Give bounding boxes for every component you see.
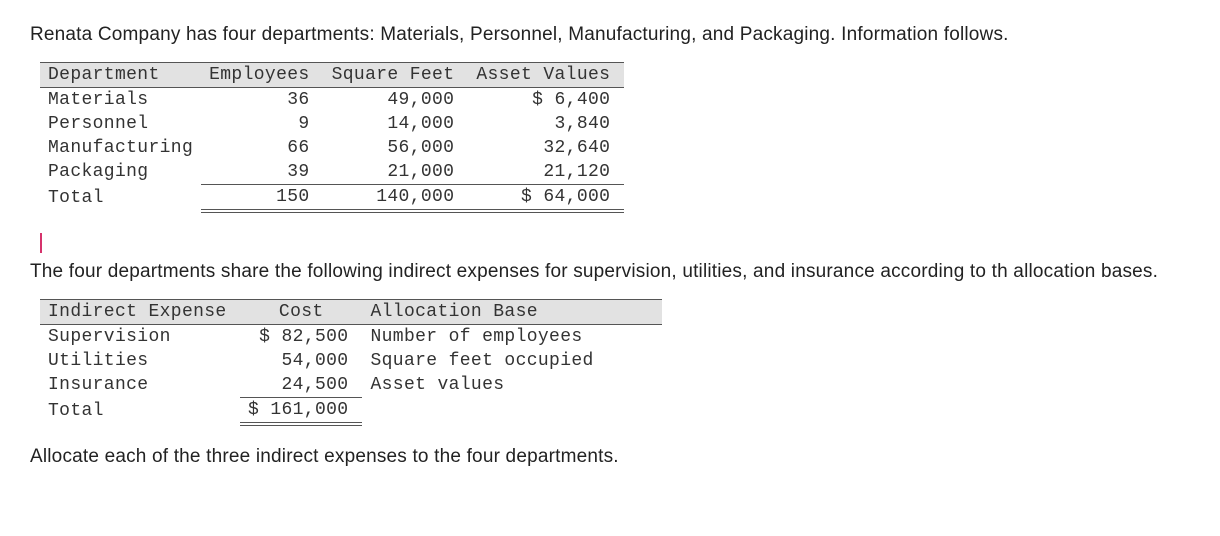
dept-cell: 56,000 xyxy=(324,136,469,160)
dept-cell: $ 6,400 xyxy=(468,88,624,113)
hdr-cost: Cost xyxy=(240,300,362,325)
exp-row: Utilities 54,000 Square feet occupied xyxy=(40,349,662,373)
expenses-table: Indirect Expense Cost Allocation Base Su… xyxy=(40,299,662,426)
total-label: Total xyxy=(40,398,240,425)
exp-cell: Supervision xyxy=(40,325,240,350)
dept-cell: 66 xyxy=(201,136,323,160)
dept-cell: 21,000 xyxy=(324,160,469,185)
exp-cell: Square feet occupied xyxy=(362,349,662,373)
dept-row: Materials 36 49,000 $ 6,400 xyxy=(40,88,624,113)
dept-cell: 36 xyxy=(201,88,323,113)
dept-row: Packaging 39 21,000 21,120 xyxy=(40,160,624,185)
hdr-expense: Indirect Expense xyxy=(40,300,240,325)
exp-cell: Utilities xyxy=(40,349,240,373)
exp-cell: Asset values xyxy=(362,373,662,398)
departments-table: Department Employees Square Feet Asset V… xyxy=(40,62,624,213)
dept-row: Personnel 9 14,000 3,840 xyxy=(40,112,624,136)
dept-cell: 14,000 xyxy=(324,112,469,136)
dept-cell: Personnel xyxy=(40,112,201,136)
total-employees: 150 xyxy=(201,185,323,212)
total-label: Total xyxy=(40,185,201,212)
dept-cell: 39 xyxy=(201,160,323,185)
total-asset-values: $ 64,000 xyxy=(468,185,624,212)
hdr-base: Allocation Base xyxy=(362,300,662,325)
total-square-feet: 140,000 xyxy=(324,185,469,212)
dept-cell: 32,640 xyxy=(468,136,624,160)
dept-cell: Materials xyxy=(40,88,201,113)
hdr-department: Department xyxy=(40,63,201,88)
dept-total-row: Total 150 140,000 $ 64,000 xyxy=(40,185,624,212)
exp-row: Supervision $ 82,500 Number of employees xyxy=(40,325,662,350)
total-cost: $ 161,000 xyxy=(240,398,362,425)
text-cursor xyxy=(40,233,42,253)
dept-cell: Manufacturing xyxy=(40,136,201,160)
dept-cell: 49,000 xyxy=(324,88,469,113)
exp-cell: Insurance xyxy=(40,373,240,398)
exp-cell: 24,500 xyxy=(240,373,362,398)
total-base xyxy=(362,398,662,425)
dept-row: Manufacturing 66 56,000 32,640 xyxy=(40,136,624,160)
dept-cell: 3,840 xyxy=(468,112,624,136)
hdr-square-feet: Square Feet xyxy=(324,63,469,88)
exp-cell: $ 82,500 xyxy=(240,325,362,350)
exp-total-row: Total $ 161,000 xyxy=(40,398,662,425)
exp-cell: Number of employees xyxy=(362,325,662,350)
hdr-employees: Employees xyxy=(201,63,323,88)
mid-text: The four departments share the following… xyxy=(30,261,1190,283)
dept-cell: Packaging xyxy=(40,160,201,185)
exp-header-row: Indirect Expense Cost Allocation Base xyxy=(40,300,662,325)
exp-cell: 54,000 xyxy=(240,349,362,373)
intro-text: Renata Company has four departments: Mat… xyxy=(30,24,1190,46)
hdr-asset-values: Asset Values xyxy=(468,63,624,88)
dept-cell: 9 xyxy=(201,112,323,136)
dept-header-row: Department Employees Square Feet Asset V… xyxy=(40,63,624,88)
exp-row: Insurance 24,500 Asset values xyxy=(40,373,662,398)
dept-cell: 21,120 xyxy=(468,160,624,185)
final-text: Allocate each of the three indirect expe… xyxy=(30,446,1190,468)
